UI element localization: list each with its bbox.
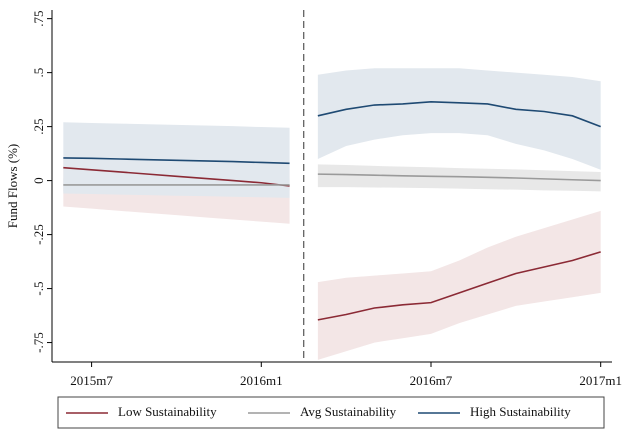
series-line xyxy=(63,166,601,321)
series-line xyxy=(63,100,601,165)
y-tick-label: .25 xyxy=(31,118,46,134)
legend-label: High Sustainability xyxy=(470,404,571,419)
y-tick-label: .75 xyxy=(31,11,46,27)
series-line xyxy=(63,173,601,186)
y-axis-label: Fund Flows (%) xyxy=(5,144,20,229)
y-tick-label: .5 xyxy=(31,68,46,78)
y-tick-label: 0 xyxy=(31,177,46,184)
x-tick-label: 2016m1 xyxy=(240,373,283,388)
x-tick-label: 2017m1 xyxy=(579,373,622,388)
y-tick-label: -.75 xyxy=(31,332,46,353)
confidence-band xyxy=(63,159,601,360)
x-tick-label: 2015m7 xyxy=(70,373,113,388)
legend-label: Avg Sustainability xyxy=(300,404,397,419)
legend-label: Low Sustainability xyxy=(118,404,217,419)
y-tick-label: -.25 xyxy=(31,224,46,245)
legend-box xyxy=(57,396,605,429)
y-tick-label: -.5 xyxy=(31,282,46,296)
x-tick-label: 2016m7 xyxy=(410,373,453,388)
confidence-band xyxy=(63,68,601,198)
